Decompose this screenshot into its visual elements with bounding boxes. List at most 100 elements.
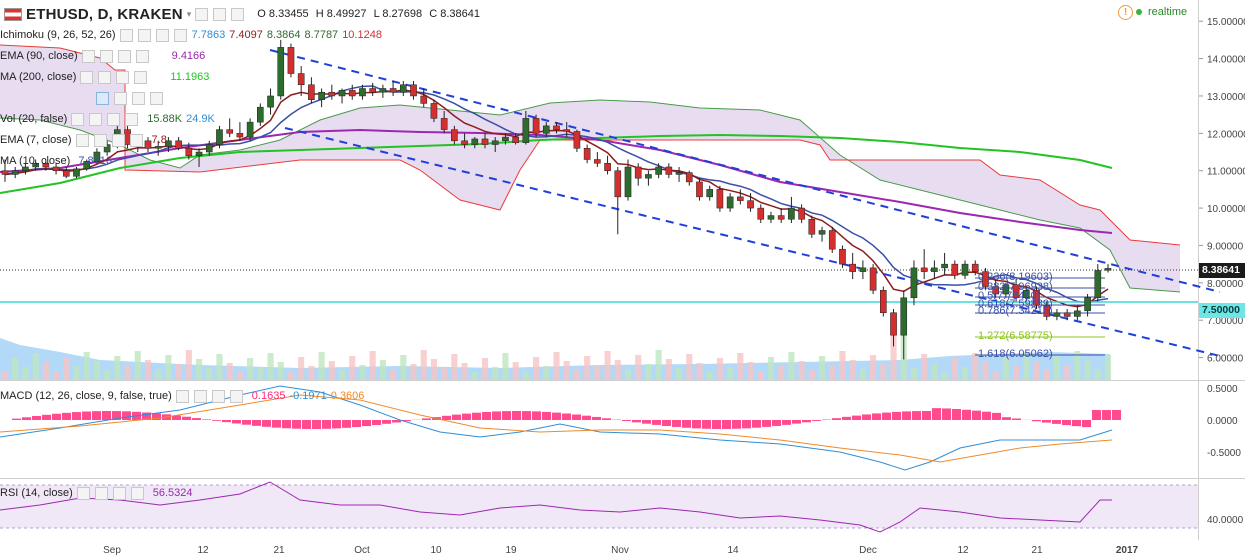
ma200-name: MA (200, close) bbox=[0, 71, 77, 83]
ma200-line bbox=[0, 133, 1113, 194]
time-tick-label: Dec bbox=[859, 545, 877, 556]
volume-bar bbox=[880, 364, 887, 380]
chevron-down-icon[interactable]: ▾ bbox=[186, 9, 192, 19]
eye-icon[interactable] bbox=[71, 113, 85, 126]
candle-body bbox=[880, 290, 887, 313]
volume-bar bbox=[737, 353, 744, 380]
low-value: 8.27698 bbox=[382, 8, 423, 20]
macd-histogram-bar bbox=[32, 415, 41, 420]
volume-bar bbox=[941, 372, 948, 380]
time-axis[interactable]: Sep 12 21 Oct 10 19 Nov 14 Dec 12 21 2017 bbox=[103, 545, 1138, 556]
candle-body bbox=[951, 263, 959, 276]
candle-body bbox=[226, 129, 233, 134]
candle-body bbox=[1043, 305, 1051, 317]
close-icon[interactable] bbox=[117, 50, 131, 63]
candle-body bbox=[1104, 268, 1112, 271]
eye-icon[interactable] bbox=[81, 50, 95, 63]
volume-bar bbox=[63, 357, 70, 380]
candle-body bbox=[920, 267, 928, 272]
macd-histogram-bar bbox=[602, 418, 611, 420]
legend-ichimoku[interactable]: Ichimoku (9, 26, 52, 26) 7.7863 7.4097 8… bbox=[0, 27, 382, 44]
more-icon[interactable] bbox=[134, 71, 148, 84]
volume-bar bbox=[563, 361, 570, 380]
macd-histogram-bar bbox=[172, 415, 181, 420]
legend-ema7[interactable]: EMA (7, close) 7.8 bbox=[0, 132, 167, 149]
candle-body bbox=[451, 129, 458, 142]
volume-bar bbox=[195, 359, 203, 380]
candle-body bbox=[267, 95, 274, 108]
eye-icon[interactable] bbox=[195, 8, 209, 21]
candle-body bbox=[553, 125, 560, 130]
settings-icon[interactable] bbox=[213, 8, 227, 21]
volume-bar bbox=[982, 362, 989, 380]
more-icon[interactable] bbox=[125, 113, 139, 126]
cloud-span-b bbox=[0, 44, 1181, 246]
volume-bar bbox=[798, 361, 805, 380]
more-icon[interactable] bbox=[129, 134, 143, 147]
price-axis[interactable]: 15.00000 14.00000 13.00000 12.00000 11.00000… bbox=[1199, 17, 1245, 526]
settings-icon[interactable] bbox=[114, 92, 127, 105]
close-icon[interactable] bbox=[111, 134, 125, 147]
candle-body bbox=[93, 151, 101, 162]
fib-label-0236: 0.236(8.19603) bbox=[978, 271, 1053, 283]
close-icon[interactable] bbox=[112, 487, 126, 500]
volume-bar bbox=[451, 354, 458, 380]
volume-bar bbox=[73, 366, 80, 380]
close-icon[interactable] bbox=[155, 29, 169, 42]
candle-body bbox=[430, 103, 438, 119]
close-icon[interactable] bbox=[116, 71, 130, 84]
symbol-title[interactable]: ETHUSD, D, KRAKEN bbox=[26, 6, 183, 23]
macd-histogram-bar bbox=[632, 420, 641, 423]
eye-icon[interactable] bbox=[119, 29, 133, 42]
settings-icon[interactable] bbox=[93, 134, 107, 147]
more-icon[interactable] bbox=[231, 8, 245, 21]
eye-icon[interactable] bbox=[75, 134, 89, 147]
volume-bar bbox=[338, 370, 346, 380]
more-icon[interactable] bbox=[173, 29, 187, 42]
settings-icon[interactable] bbox=[193, 390, 207, 403]
volume-bar bbox=[910, 368, 918, 380]
eye-icon[interactable] bbox=[175, 390, 189, 403]
more-icon[interactable] bbox=[150, 92, 163, 105]
settings-icon[interactable] bbox=[94, 487, 108, 500]
macd-histogram-bar bbox=[52, 413, 61, 420]
volume-bar bbox=[706, 372, 713, 380]
eye-icon[interactable] bbox=[96, 92, 109, 105]
legend-macd[interactable]: MACD (12, 26, close, 9, false, true) 0.1… bbox=[0, 388, 364, 405]
legend-hidden-indicator[interactable] bbox=[96, 90, 164, 107]
macd-histogram-bar bbox=[562, 413, 571, 420]
more-icon[interactable] bbox=[130, 487, 144, 500]
eye-icon[interactable] bbox=[80, 71, 94, 84]
settings-icon[interactable] bbox=[99, 50, 113, 63]
volume-bar bbox=[359, 365, 366, 380]
legend-rsi[interactable]: RSI (14, close) 56.5324 bbox=[0, 485, 193, 502]
volume-bar bbox=[645, 364, 652, 380]
volume-bar bbox=[185, 350, 192, 380]
legend-vol[interactable]: Vol (20, false) 15.88K 24.9K bbox=[0, 111, 215, 128]
more-icon[interactable] bbox=[135, 50, 149, 63]
more-icon[interactable] bbox=[229, 390, 243, 403]
candle-body bbox=[706, 189, 714, 198]
candle-body bbox=[62, 170, 70, 177]
close-icon[interactable] bbox=[132, 92, 145, 105]
settings-icon[interactable] bbox=[137, 29, 151, 42]
candle-body bbox=[573, 131, 581, 149]
alert-icon[interactable]: ! bbox=[1118, 5, 1133, 20]
legend-ma200[interactable]: MA (200, close) 11.1963 bbox=[0, 69, 209, 86]
volume-bar bbox=[1094, 369, 1101, 380]
settings-icon[interactable] bbox=[89, 113, 103, 126]
settings-icon[interactable] bbox=[98, 71, 112, 84]
volume-bar bbox=[1002, 357, 1009, 380]
eye-icon[interactable] bbox=[76, 487, 90, 500]
close-icon[interactable] bbox=[211, 390, 225, 403]
close-icon[interactable] bbox=[107, 113, 121, 126]
volume-bar bbox=[441, 368, 448, 380]
macd-histogram-bar bbox=[882, 412, 891, 420]
macd-histogram-bar bbox=[1072, 420, 1081, 427]
macd-histogram-bar bbox=[582, 415, 591, 420]
volume-bar bbox=[390, 369, 397, 380]
legend-ma10[interactable]: MA (10, close) 7.8716 bbox=[0, 153, 112, 170]
macd-histogram-bar bbox=[182, 416, 191, 420]
vol-name: Vol (20, false) bbox=[0, 113, 68, 125]
legend-ema90[interactable]: EMA (90, close) 9.4166 bbox=[0, 48, 205, 65]
